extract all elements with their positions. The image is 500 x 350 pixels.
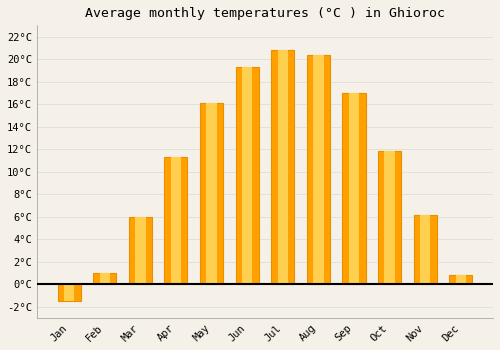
Bar: [164, 157, 188, 284]
Bar: [58, 284, 80, 301]
Bar: [200, 103, 223, 284]
Bar: [93, 273, 116, 284]
Bar: [242, 67, 252, 284]
Bar: [128, 217, 152, 284]
Bar: [414, 216, 436, 284]
Bar: [342, 93, 365, 284]
Bar: [206, 103, 216, 284]
Bar: [271, 50, 294, 284]
Bar: [135, 217, 145, 284]
Bar: [100, 273, 110, 284]
Bar: [278, 50, 288, 284]
Bar: [64, 284, 74, 301]
Title: Average monthly temperatures (°C ) in Ghioroc: Average monthly temperatures (°C ) in Gh…: [85, 7, 445, 20]
Bar: [384, 151, 394, 284]
Bar: [449, 275, 472, 284]
Bar: [348, 93, 359, 284]
Bar: [456, 275, 466, 284]
Bar: [236, 67, 258, 284]
Bar: [313, 55, 324, 284]
Bar: [307, 55, 330, 284]
Bar: [378, 151, 401, 284]
Bar: [170, 157, 181, 284]
Bar: [420, 216, 430, 284]
